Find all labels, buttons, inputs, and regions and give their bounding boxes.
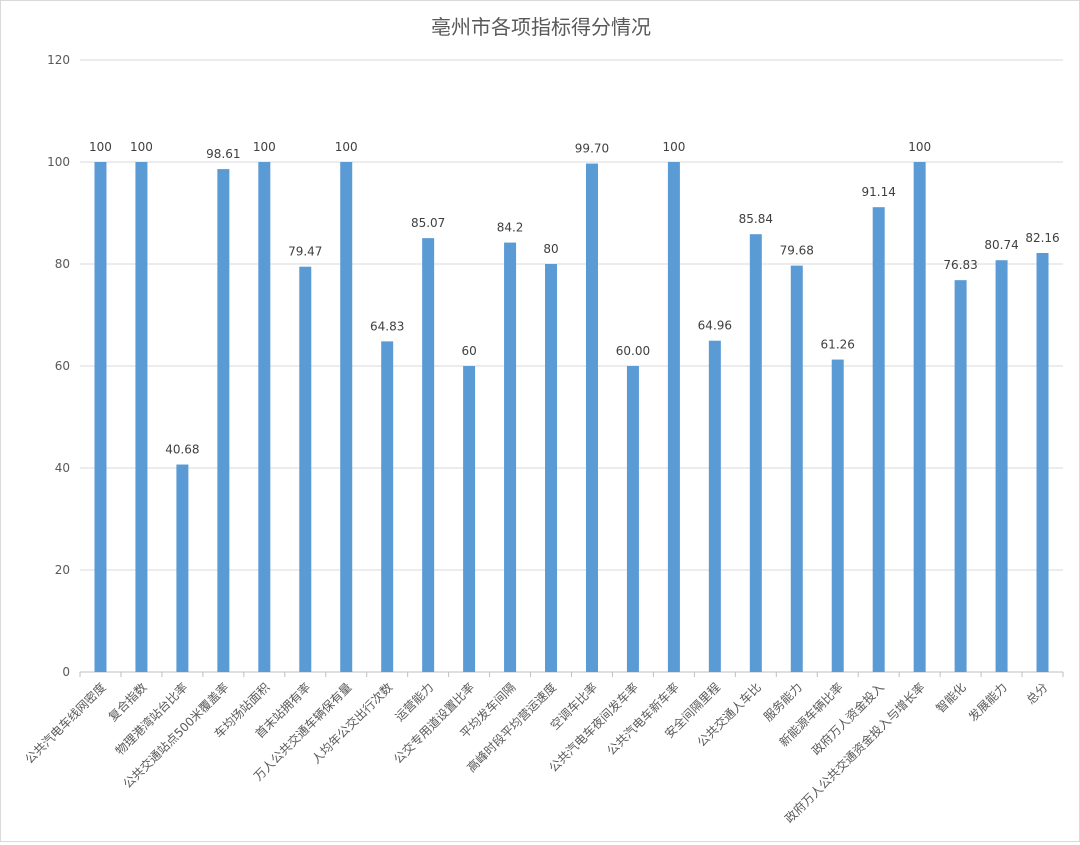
data-label: 40.68 — [165, 443, 199, 457]
data-label: 60 — [461, 344, 476, 358]
bar — [585, 163, 598, 672]
x-category-label: 物理港湾站台比率 — [112, 680, 190, 758]
bar — [626, 366, 639, 672]
data-label: 64.96 — [698, 319, 732, 333]
bar — [995, 260, 1008, 672]
bar — [504, 242, 517, 672]
y-tick-label: 120 — [47, 53, 70, 67]
y-tick-label: 100 — [47, 155, 70, 169]
x-category-label: 政府万人资金投入 — [808, 680, 886, 758]
data-label: 98.61 — [206, 147, 240, 161]
bar — [913, 162, 926, 672]
x-category-label: 总分 — [1024, 680, 1051, 707]
bar — [790, 265, 803, 672]
bar — [94, 162, 107, 672]
data-label: 100 — [130, 140, 153, 154]
bar — [217, 169, 230, 673]
bar — [299, 266, 312, 672]
x-category-label: 发展能力 — [965, 680, 1010, 725]
bar — [872, 207, 885, 672]
bar — [1036, 252, 1049, 672]
data-label: 64.83 — [370, 319, 404, 333]
data-label: 100 — [662, 140, 685, 154]
data-label: 99.70 — [575, 142, 609, 156]
data-label: 61.26 — [821, 338, 855, 352]
bar — [176, 464, 189, 672]
bar — [463, 366, 476, 672]
data-label: 84.2 — [497, 221, 524, 235]
chart-title: 亳州市各项指标得分情况 — [431, 15, 651, 39]
bar — [545, 264, 558, 672]
data-label: 82.16 — [1025, 231, 1059, 245]
bar — [422, 238, 435, 672]
data-label: 100 — [89, 140, 112, 154]
y-tick-label: 40 — [55, 461, 70, 475]
y-tick-label: 80 — [55, 257, 70, 271]
x-category-label: 公共汽电车线网密度 — [22, 680, 109, 767]
bar — [749, 234, 762, 672]
data-label: 80 — [543, 242, 558, 256]
data-label: 100 — [908, 140, 931, 154]
y-tick-label: 20 — [55, 563, 70, 577]
bar — [135, 162, 148, 672]
bar — [258, 162, 271, 672]
data-label: 76.83 — [943, 258, 977, 272]
bar — [954, 280, 967, 672]
data-label: 85.07 — [411, 216, 445, 230]
x-category-label: 公共汽电车新车率 — [604, 680, 682, 758]
y-tick-label: 0 — [62, 665, 70, 679]
data-label: 80.74 — [984, 238, 1018, 252]
data-label: 91.14 — [862, 185, 896, 199]
bar — [831, 359, 844, 672]
bar — [708, 340, 721, 672]
bar — [667, 162, 680, 672]
data-label: 60.00 — [616, 344, 650, 358]
bar — [340, 162, 353, 672]
data-label: 79.47 — [288, 245, 322, 259]
data-label: 100 — [335, 140, 358, 154]
data-label: 79.68 — [780, 244, 814, 258]
data-label: 85.84 — [739, 212, 773, 226]
data-label: 100 — [253, 140, 276, 154]
bar — [381, 341, 394, 672]
x-category-label: 智能化 — [933, 680, 969, 716]
y-tick-label: 60 — [55, 359, 70, 373]
